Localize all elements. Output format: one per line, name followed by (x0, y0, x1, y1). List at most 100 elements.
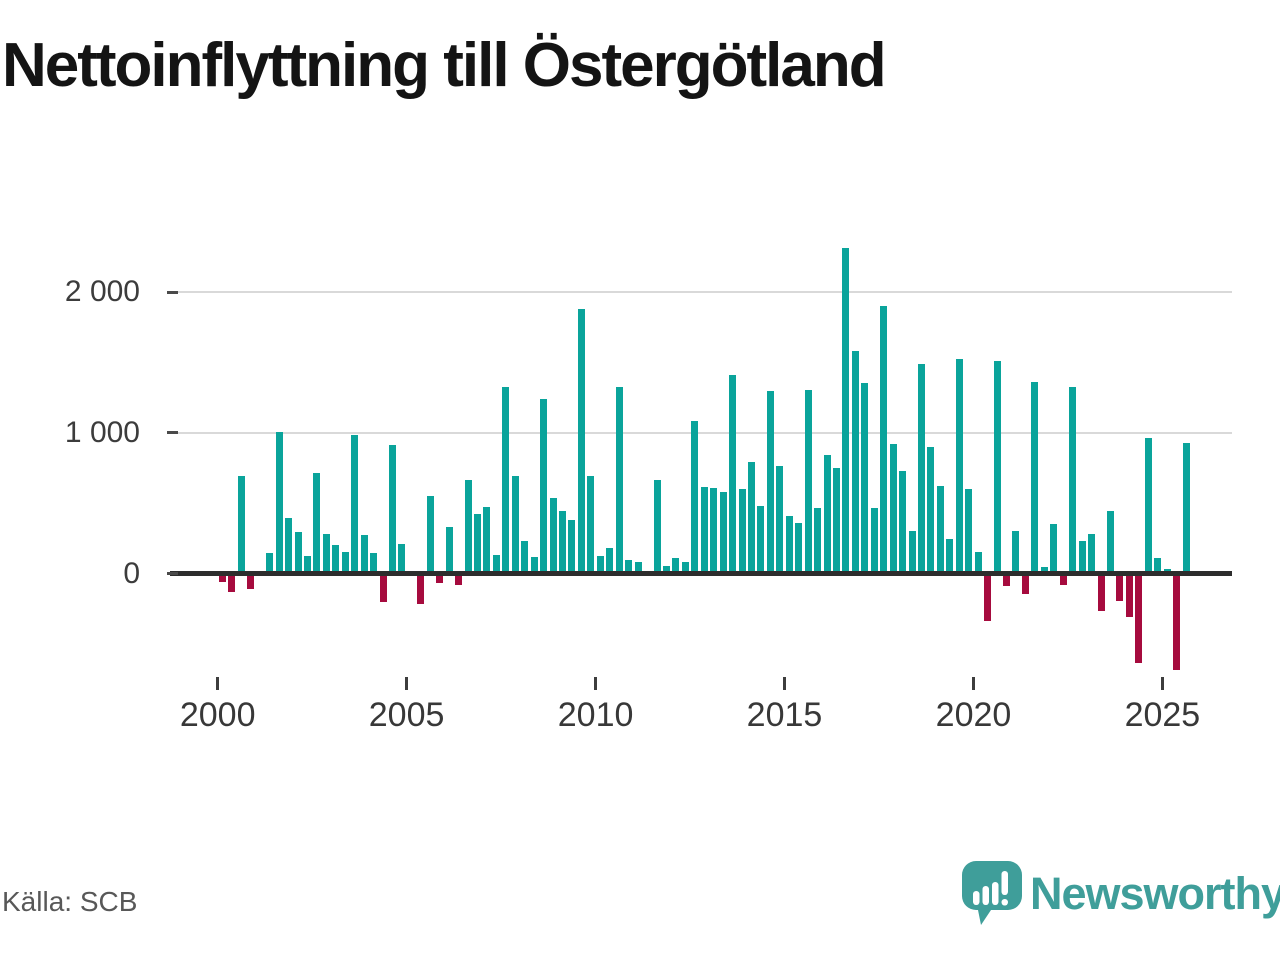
bar-positive (766, 390, 774, 571)
bar-positive (521, 540, 529, 571)
bar-negative (1059, 576, 1067, 586)
bar-positive (672, 558, 680, 571)
x-axis-label: 2005 (368, 696, 445, 734)
bar-positive (332, 545, 340, 571)
x-axis-label: 2010 (557, 696, 634, 734)
bar-negative (1173, 576, 1180, 670)
bar-negative (228, 576, 236, 592)
bar-positive (662, 566, 670, 571)
bar-positive (313, 473, 321, 571)
bar-negative (1116, 576, 1124, 601)
bar-positive (719, 491, 727, 571)
bar-positive (360, 535, 368, 571)
bar-positive (880, 305, 888, 571)
bar-positive (606, 547, 614, 571)
bar-positive (729, 374, 736, 571)
bar-positive (936, 485, 944, 571)
gridline-y-1000 (170, 431, 1232, 434)
bar-positive (814, 507, 822, 571)
bar-positive (634, 561, 642, 571)
bar-positive (511, 476, 519, 571)
bar-positive (275, 432, 283, 571)
x-axis-label: 2015 (746, 696, 823, 734)
chart-title: Nettoinflyttning till Östergötland (2, 31, 887, 100)
bar-negative (218, 576, 226, 583)
x-axis-tick (783, 677, 786, 690)
bar-positive (625, 560, 633, 571)
bar-positive (549, 497, 557, 571)
gridline-y-2000 (170, 291, 1232, 294)
bar-negative (1003, 576, 1010, 586)
bar-positive (568, 519, 576, 571)
newsworthy-logo-text: Newsworthy (1030, 868, 1280, 919)
y-axis-tick (167, 572, 178, 575)
x-axis-tick (216, 677, 220, 690)
bar-positive (615, 386, 623, 571)
bar-positive (1154, 557, 1162, 571)
bar-positive (285, 518, 292, 571)
bar-positive (559, 510, 566, 571)
bar-positive (757, 506, 765, 571)
bar-positive (445, 526, 453, 571)
bar-positive (653, 480, 661, 571)
bar-positive (1182, 443, 1190, 571)
y-axis-label: 2 000 (64, 275, 140, 309)
newsworthy-logo-icon (962, 861, 1022, 930)
bar-positive (398, 544, 406, 571)
x-axis-label: 2025 (1124, 696, 1201, 734)
bar-positive (1078, 540, 1086, 571)
bar-negative (417, 576, 425, 605)
bar-positive (1012, 530, 1020, 571)
bar-positive (577, 308, 585, 571)
bar-negative (379, 576, 387, 602)
bar-positive (870, 508, 878, 571)
bar-positive (426, 496, 434, 571)
bar-positive (1106, 510, 1114, 571)
bar-positive (370, 552, 378, 571)
bar-positive (1144, 438, 1152, 571)
bar-positive (388, 445, 396, 571)
bar-positive (974, 552, 982, 571)
bar-positive (502, 386, 510, 571)
bar-negative (455, 576, 463, 586)
bar-positive (918, 363, 925, 571)
bar-positive (691, 420, 699, 571)
bar-negative (1021, 576, 1029, 594)
bar-positive (596, 556, 604, 571)
y-axis-label: 0 (123, 556, 140, 590)
bar-positive (1069, 387, 1077, 571)
y-axis-label: 1 000 (64, 415, 140, 449)
bar-positive (341, 552, 349, 571)
bar-positive (1040, 566, 1048, 571)
bar-negative (1135, 576, 1143, 664)
bar-positive (237, 476, 245, 571)
bar-positive (530, 556, 538, 571)
x-axis-line (170, 571, 1232, 576)
bar-positive (842, 248, 850, 571)
bar-positive (266, 553, 274, 571)
bar-positive (946, 539, 954, 571)
bar-positive (483, 507, 491, 571)
bar-positive (303, 555, 311, 571)
bar-positive (1050, 523, 1058, 571)
bar-positive (681, 561, 689, 571)
bar-negative (984, 576, 992, 621)
bar-positive (540, 399, 548, 571)
bar-positive (823, 454, 831, 571)
x-axis-tick (594, 677, 598, 690)
x-axis-tick (972, 677, 975, 690)
bar-positive (851, 350, 859, 571)
bar-positive (322, 533, 330, 571)
x-axis-tick (1160, 677, 1164, 690)
y-axis-tick (167, 290, 178, 294)
bar-positive (899, 471, 907, 571)
bar-positive (965, 489, 973, 571)
bar-positive (464, 480, 472, 571)
source-text: Källa: SCB (2, 886, 138, 917)
bar-positive (804, 389, 812, 571)
bar-positive (710, 488, 718, 571)
x-axis-label: 2000 (179, 696, 256, 734)
bar-positive (955, 358, 963, 571)
bar-positive (351, 434, 359, 571)
x-axis-label: 2020 (935, 696, 1012, 734)
